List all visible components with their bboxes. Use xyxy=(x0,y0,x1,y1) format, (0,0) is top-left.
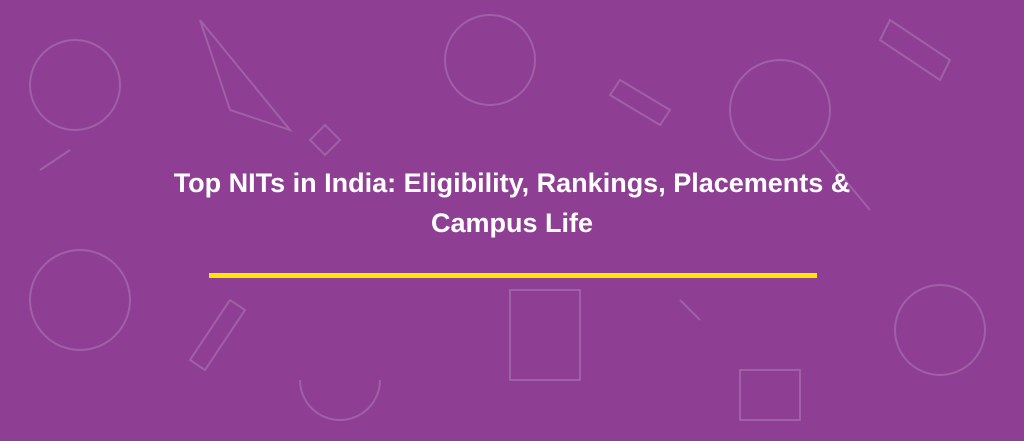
banner-title: Top NITs in India: Eligibility, Rankings… xyxy=(0,163,1024,243)
title-underline xyxy=(209,273,817,278)
title-line-2: Campus Life xyxy=(430,208,594,238)
title-line-1: Top NITs in India: Eligibility, Rankings… xyxy=(173,168,851,198)
